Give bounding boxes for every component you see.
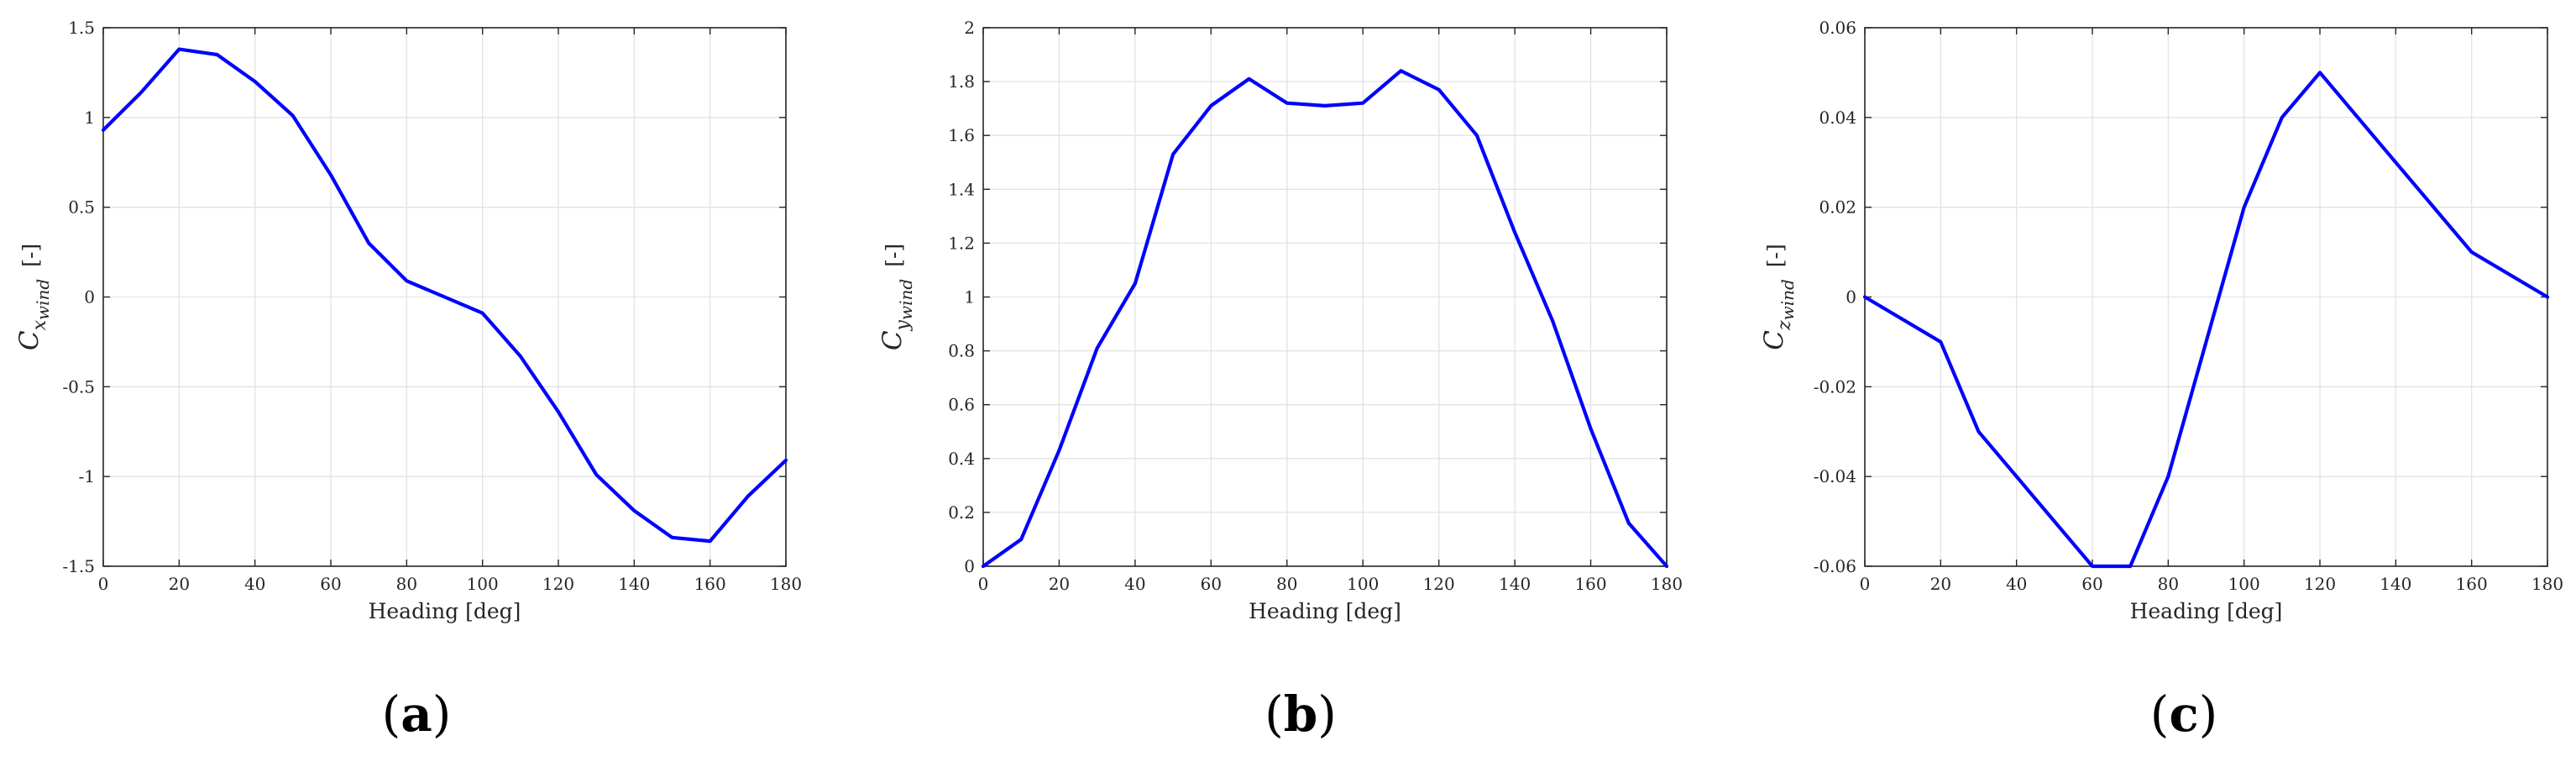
y-tick-label: 0.6 [948,395,975,415]
series-line [981,69,1669,569]
y-tick-label: -0.06 [1814,556,1856,576]
x-tick-label: 140 [2380,574,2411,594]
y-tick-label: 2 [964,18,975,38]
x-tick-label: 0 [1860,574,1871,594]
y-tick-label: 1.8 [948,71,975,92]
x-tick-label: 80 [396,574,417,594]
panel-caption-b: (b) [1264,686,1337,743]
x-axis-label: Heading [deg] [369,599,521,623]
x-tick-label: 40 [2006,574,2027,594]
x-tick-label: 0 [98,574,109,594]
chart-panel-a: 0 20 40 60 80 100 120 140 160 180 -1.5 -1 -0.5 0 0.5 1 1… [14,18,802,623]
y-axis-label: Cywind[-] [877,244,916,350]
chart-panel-b: 0 20 40 60 80 100 120 140 160 180 0 0.2 0.4 0.6 0.8 1 1.… [877,18,1683,623]
y-tick-label: 0.02 [1819,197,1856,218]
y-tick-label: 0.2 [948,502,975,523]
y-tick-label: -0.5 [62,376,95,397]
x-tick-label: 140 [1499,574,1531,594]
x-tick-label: 40 [1124,574,1145,594]
x-tick-label: 20 [1930,574,1951,594]
x-tick-label: 60 [1201,574,1222,594]
x-tick-label: 160 [2456,574,2488,594]
x-tick-label: 160 [1574,574,1606,594]
x-axis-label: Heading [deg] [2130,599,2283,623]
x-tick-label: 20 [169,574,190,594]
y-tick-label: 1.2 [948,233,975,253]
y-tick-label: 0.06 [1819,18,1856,38]
x-tick-label: 60 [2081,574,2102,594]
x-tick-label: 100 [467,574,499,594]
panel-caption-c: (c) [2150,686,2218,743]
y-tick-label: 1.5 [68,18,95,38]
x-tick-label: 20 [1049,574,1070,594]
x-tick-label: 180 [2531,574,2563,594]
chart-panel-c: 0 20 40 60 80 100 120 140 160 180 -0.06 -0.04 -0.02 0… [1759,18,2563,623]
y-tick-label: 1.6 [948,125,975,145]
x-tick-label: 80 [1276,574,1297,594]
x-tick-label: 180 [770,574,802,594]
x-axis-label: Heading [deg] [1249,599,1401,623]
y-axis-label: Czwind[-] [1759,244,1798,350]
y-axis-label: Cxwind[-] [14,244,53,350]
y-tick-label: -0.04 [1814,466,1856,486]
y-tick-label: 1 [964,287,975,307]
x-tick-label: 120 [2304,574,2336,594]
x-tick-label: 160 [694,574,726,594]
y-tick-label: -1.5 [62,556,95,576]
y-tick-label: 0 [84,287,95,307]
x-tick-label: 140 [618,574,650,594]
y-tick-label: -1 [79,466,95,486]
x-tick-label: 0 [978,574,989,594]
y-tick-label: 1.4 [948,179,975,199]
y-tick-label: 0.5 [68,197,95,218]
x-tick-label: 100 [1347,574,1379,594]
x-tick-label: 80 [2158,574,2179,594]
y-tick-label: 0 [964,556,975,576]
panel-caption-a: (a) [382,686,452,743]
x-tick-label: 120 [542,574,574,594]
x-tick-label: 180 [1651,574,1683,594]
x-tick-label: 40 [244,574,265,594]
y-tick-label: 0.4 [948,449,975,469]
x-tick-label: 100 [2228,574,2260,594]
x-tick-label: 120 [1423,574,1455,594]
y-tick-label: 1 [84,108,95,128]
y-tick-label: 0.04 [1819,108,1856,128]
y-tick-label: 0 [1846,287,1856,307]
series-line [1862,71,2550,569]
x-tick-label: 60 [320,574,341,594]
series-line [101,47,788,544]
y-tick-label: -0.02 [1814,376,1856,397]
y-tick-label: 0.8 [948,341,975,361]
